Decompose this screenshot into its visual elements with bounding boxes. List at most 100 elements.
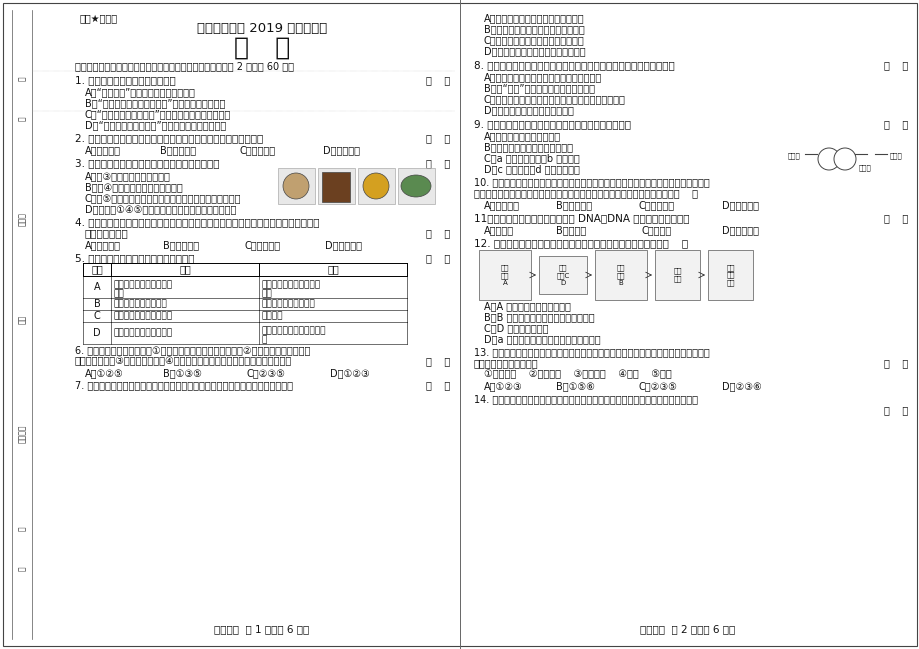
Text: 种庄稼或者养花时施肮: 种庄稼或者养花时施肮 bbox=[114, 299, 167, 308]
Text: 消化
系统
A: 消化 系统 A bbox=[500, 264, 509, 286]
Text: （    ）: （ ） bbox=[425, 356, 449, 366]
Text: （    ）: （ ） bbox=[425, 380, 449, 390]
Text: 循环
系统C
D: 循环 系统C D bbox=[556, 264, 569, 286]
Text: 选项: 选项 bbox=[91, 265, 103, 275]
Text: C．图⑤细胞能完成各种生理功能，是细胞分裂分化的结果: C．图⑤细胞能完成各种生理功能，是细胞分裂分化的结果 bbox=[85, 193, 242, 203]
Text: （    ）: （ ） bbox=[425, 253, 449, 263]
Text: 雌蕊中的子房发育成果实: 雌蕊中的子房发育成果实 bbox=[114, 328, 173, 337]
Text: D．c 代表氧气、d 代表二氧化碳: D．c 代表氧气、d 代表二氧化碳 bbox=[483, 164, 579, 174]
Text: 充加二氧化碳，③农田及时松土，④小麦种子晨干入库，能抑制植物呼吸作用的是: 充加二氧化碳，③农田及时松土，④小麦种子晨干入库，能抑制植物呼吸作用的是 bbox=[75, 356, 292, 366]
Text: C．②③⑤: C．②③⑤ bbox=[639, 381, 677, 391]
Text: B．有“虫眼”的蔬菜水果农药含量一定少: B．有“虫眼”的蔬菜水果农药含量一定少 bbox=[483, 83, 595, 93]
Text: 效: 效 bbox=[17, 567, 27, 571]
Text: 考生号: 考生号 bbox=[17, 212, 27, 226]
Text: 细胞含有的线粒体数目不一样，请推测，下列人体细胞中含有线粒体最多的是（    ）: 细胞含有的线粒体数目不一样，请推测，下列人体细胞中含有线粒体最多的是（ ） bbox=[473, 188, 698, 198]
Text: 你认为该植物是: 你认为该植物是 bbox=[85, 228, 129, 238]
Circle shape bbox=[817, 148, 839, 170]
Text: C．“种瓜得瓜，种豆得豆”体现的是生物有变异的特性: C．“种瓜得瓜，种豆得豆”体现的是生物有变异的特性 bbox=[85, 109, 231, 119]
Text: C．②③⑤: C．②③⑤ bbox=[246, 368, 286, 378]
Text: 1. 关于生物特征的说法，正确的是: 1. 关于生物特征的说法，正确的是 bbox=[75, 75, 176, 85]
Text: A．A 系统的主要器官是支气管: A．A 系统的主要器官是支气管 bbox=[483, 301, 571, 311]
Text: 湖北省宜昌市 2019 年中考试卷: 湖北省宜昌市 2019 年中考试卷 bbox=[197, 23, 327, 36]
Text: A．血管甲是动脉，流动脉血: A．血管甲是动脉，流动脉血 bbox=[483, 131, 561, 141]
Bar bbox=[357, 168, 394, 204]
Text: D．①②③: D．①②③ bbox=[330, 368, 369, 378]
Text: 呼吸
系统
B: 呼吸 系统 B bbox=[616, 264, 625, 286]
Text: D．被子植物: D．被子植物 bbox=[324, 240, 361, 250]
Circle shape bbox=[834, 148, 855, 170]
Text: C．对购买的蔬菜水果要用清水浸泡、冲洗或削去外皮: C．对购买的蔬菜水果要用清水浸泡、冲洗或削去外皮 bbox=[483, 94, 625, 104]
Text: A: A bbox=[94, 282, 100, 292]
Text: 被昆虫咋坏胚的种子不能: 被昆虫咋坏胚的种子不能 bbox=[114, 280, 173, 289]
Text: 一、选择题（下列各题中，只有一个选项最符合题意，每小题 2 分，计 60 分）: 一、选择题（下列各题中，只有一个选项最符合题意，每小题 2 分，计 60 分） bbox=[75, 61, 294, 71]
Text: 7. 父母生育了我们，可呼我们健康成长，我们要常怀感恩之心，下列叙述正确的是: 7. 父母生育了我们，可呼我们健康成长，我们要常怀感恩之心，下列叙述正确的是 bbox=[75, 380, 292, 390]
Text: C．细胞分化: C．细胞分化 bbox=[240, 145, 276, 155]
Text: A．孕妇怀孕期间的增重都来自于胎儿: A．孕妇怀孕期间的增重都来自于胎儿 bbox=[483, 13, 584, 23]
Text: C．皮肤细胞: C．皮肤细胞 bbox=[639, 200, 675, 210]
Text: 9. 如图为肺泡内的气体交换示意图，下列叙述正确的是: 9. 如图为肺泡内的气体交换示意图，下列叙述正确的是 bbox=[473, 119, 630, 129]
Text: A．①②⑤: A．①②⑤ bbox=[85, 368, 124, 378]
Bar bbox=[278, 168, 314, 204]
Text: 无关: 无关 bbox=[262, 289, 272, 298]
Text: C．脑带是胎儿与母体交换物质的结构: C．脑带是胎儿与母体交换物质的结构 bbox=[483, 35, 584, 45]
Text: A．①②③: A．①②③ bbox=[483, 381, 522, 391]
Text: A．在购买快餐时只需注意店面是否卫生即可: A．在购买快餐时只需注意店面是否卫生即可 bbox=[483, 72, 602, 82]
Text: D．②③⑥: D．②③⑥ bbox=[721, 381, 761, 391]
Text: 12. 如图是人体消化、呼吸和循环系统示意图，下列叙述正确的是（    ）: 12. 如图是人体消化、呼吸和循环系统示意图，下列叙述正确的是（ ） bbox=[473, 238, 687, 248]
Text: 解释: 解释 bbox=[327, 265, 338, 275]
Text: （    ）: （ ） bbox=[883, 358, 907, 368]
Text: 生物试卷  第 1 页（共 6 页）: 生物试卷 第 1 页（共 6 页） bbox=[214, 624, 310, 634]
Text: B．B 系统中吸收营养的主要器官是小肠: B．B 系统中吸收营养的主要器官是小肠 bbox=[483, 312, 594, 322]
Text: B．红细胞: B．红细胞 bbox=[555, 225, 585, 235]
Text: 生物试卷  第 2 页（共 6 页）: 生物试卷 第 2 页（共 6 页） bbox=[640, 624, 735, 634]
Text: 移植幼苗时，根部常点土: 移植幼苗时，根部常点土 bbox=[114, 312, 173, 321]
Text: 4. 小蜂对某一植物进行了长期的观察，发现它有根、茎、叶和种子，但没有花和果实，: 4. 小蜂对某一植物进行了长期的观察，发现它有根、茎、叶和种子，但没有花和果实， bbox=[75, 217, 319, 227]
Text: 保护根毛: 保护根毛 bbox=[262, 312, 283, 321]
Text: （    ）: （ ） bbox=[425, 75, 449, 85]
Text: A．细胞分裂: A．细胞分裂 bbox=[85, 145, 121, 155]
Text: 血管丙: 血管丙 bbox=[889, 153, 902, 159]
Bar bbox=[539, 256, 586, 294]
Text: 血管甲: 血管甲 bbox=[787, 153, 800, 159]
Text: 6. 下列生产生活中的措施：①水果、蔬菜在冰筱中低温贮藏，②在贮藏簮食的密封仓内: 6. 下列生产生活中的措施：①水果、蔬菜在冰筱中低温贮藏，②在贮藏簮食的密封仓内 bbox=[75, 345, 310, 355]
Text: D．细胞凋亡: D．细胞凋亡 bbox=[323, 145, 359, 155]
Text: D．母亲分娩时常常伴随着剧烈的阵痛: D．母亲分娩时常常伴随着剧烈的阵痛 bbox=[483, 46, 585, 56]
Bar bbox=[318, 168, 355, 204]
Text: D．“螇螂捕蝉，黄雀在后”体现的是生物能进行呼吸: D．“螇螂捕蝉，黄雀在后”体现的是生物能进行呼吸 bbox=[85, 120, 226, 130]
Text: 萌发: 萌发 bbox=[114, 289, 125, 298]
Text: 5. 对被子植物一些现象的解释，正确的是: 5. 对被子植物一些现象的解释，正确的是 bbox=[75, 253, 194, 263]
Text: B．“红豆生南国，春来发几枝”体现的是生物能生长: B．“红豆生南国，春来发几枝”体现的是生物能生长 bbox=[85, 98, 225, 108]
Text: 2. 科学家利用干细胞成功地制造出了心脏细胞，这种转变过程称为: 2. 科学家利用干细胞成功地制造出了心脏细胞，这种转变过程称为 bbox=[75, 133, 263, 143]
Text: 植物的生长需要有机物: 植物的生长需要有机物 bbox=[262, 299, 315, 308]
Text: 13. 人体生命活动会产生二氧化碳、尿素、多余的水和无机盐等废物，将它们排出体外的: 13. 人体生命活动会产生二氧化碳、尿素、多余的水和无机盐等废物，将它们排出体外… bbox=[473, 347, 709, 357]
Text: 3. 如图为四种不同的生物细胞，下列叙述正确的是: 3. 如图为四种不同的生物细胞，下列叙述正确的是 bbox=[75, 158, 220, 168]
Text: C．血小板: C．血小板 bbox=[641, 225, 672, 235]
Text: D．血红蛋白: D．血红蛋白 bbox=[721, 225, 758, 235]
Text: D．心肌细胞: D．心肌细胞 bbox=[721, 200, 758, 210]
Text: A．图③细胞组成的是上皮组织: A．图③细胞组成的是上皮组织 bbox=[85, 171, 171, 181]
Text: B．细胞生长: B．细胞生长 bbox=[160, 145, 196, 155]
Text: 生   物: 生 物 bbox=[233, 36, 289, 60]
Text: 实: 实 bbox=[262, 335, 267, 344]
Text: B: B bbox=[94, 299, 100, 309]
Bar bbox=[654, 250, 699, 300]
Bar bbox=[595, 250, 646, 300]
Text: 毕业学校: 毕业学校 bbox=[17, 424, 27, 443]
Text: 绝密★启用前: 绝密★启用前 bbox=[80, 14, 118, 24]
Text: 现象: 现象 bbox=[179, 265, 190, 275]
Text: 11．「亲子鉴定」常从血液中提取 DNA，DNA 主要来自于血液中的: 11．「亲子鉴定」常从血液中提取 DNA，DNA 主要来自于血液中的 bbox=[473, 213, 688, 223]
Text: A．苔韓植物: A．苔韓植物 bbox=[85, 240, 121, 250]
Text: （    ）: （ ） bbox=[425, 228, 449, 238]
Text: B．精子与卵细胞在卵巢内形成受精卵: B．精子与卵细胞在卵巢内形成受精卵 bbox=[483, 24, 584, 34]
Text: 只要有雌蕊，都将发育成果: 只要有雌蕊，都将发育成果 bbox=[262, 326, 326, 335]
Text: 10. 线粒体是细胞的「动力车间」，它能氧化分解有机物，释放能量，研究发现不同生物: 10. 线粒体是细胞的「动力车间」，它能氧化分解有机物，释放能量，研究发现不同生… bbox=[473, 177, 709, 187]
Bar bbox=[398, 168, 435, 204]
Text: C．D 的名称是左心房: C．D 的名称是左心房 bbox=[483, 323, 548, 333]
Text: A．白细胞: A．白细胞 bbox=[483, 225, 514, 235]
Text: （    ）: （ ） bbox=[425, 133, 449, 143]
Text: D．a 代表葡萄糖、脂肪酸、蛋白质等物质: D．a 代表葡萄糖、脂肪酸、蛋白质等物质 bbox=[483, 334, 600, 344]
Circle shape bbox=[363, 173, 389, 199]
Ellipse shape bbox=[401, 175, 430, 197]
Circle shape bbox=[283, 173, 309, 199]
Text: B．血管乙只允许红细胞单行通过: B．血管乙只允许红细胞单行通过 bbox=[483, 142, 573, 152]
